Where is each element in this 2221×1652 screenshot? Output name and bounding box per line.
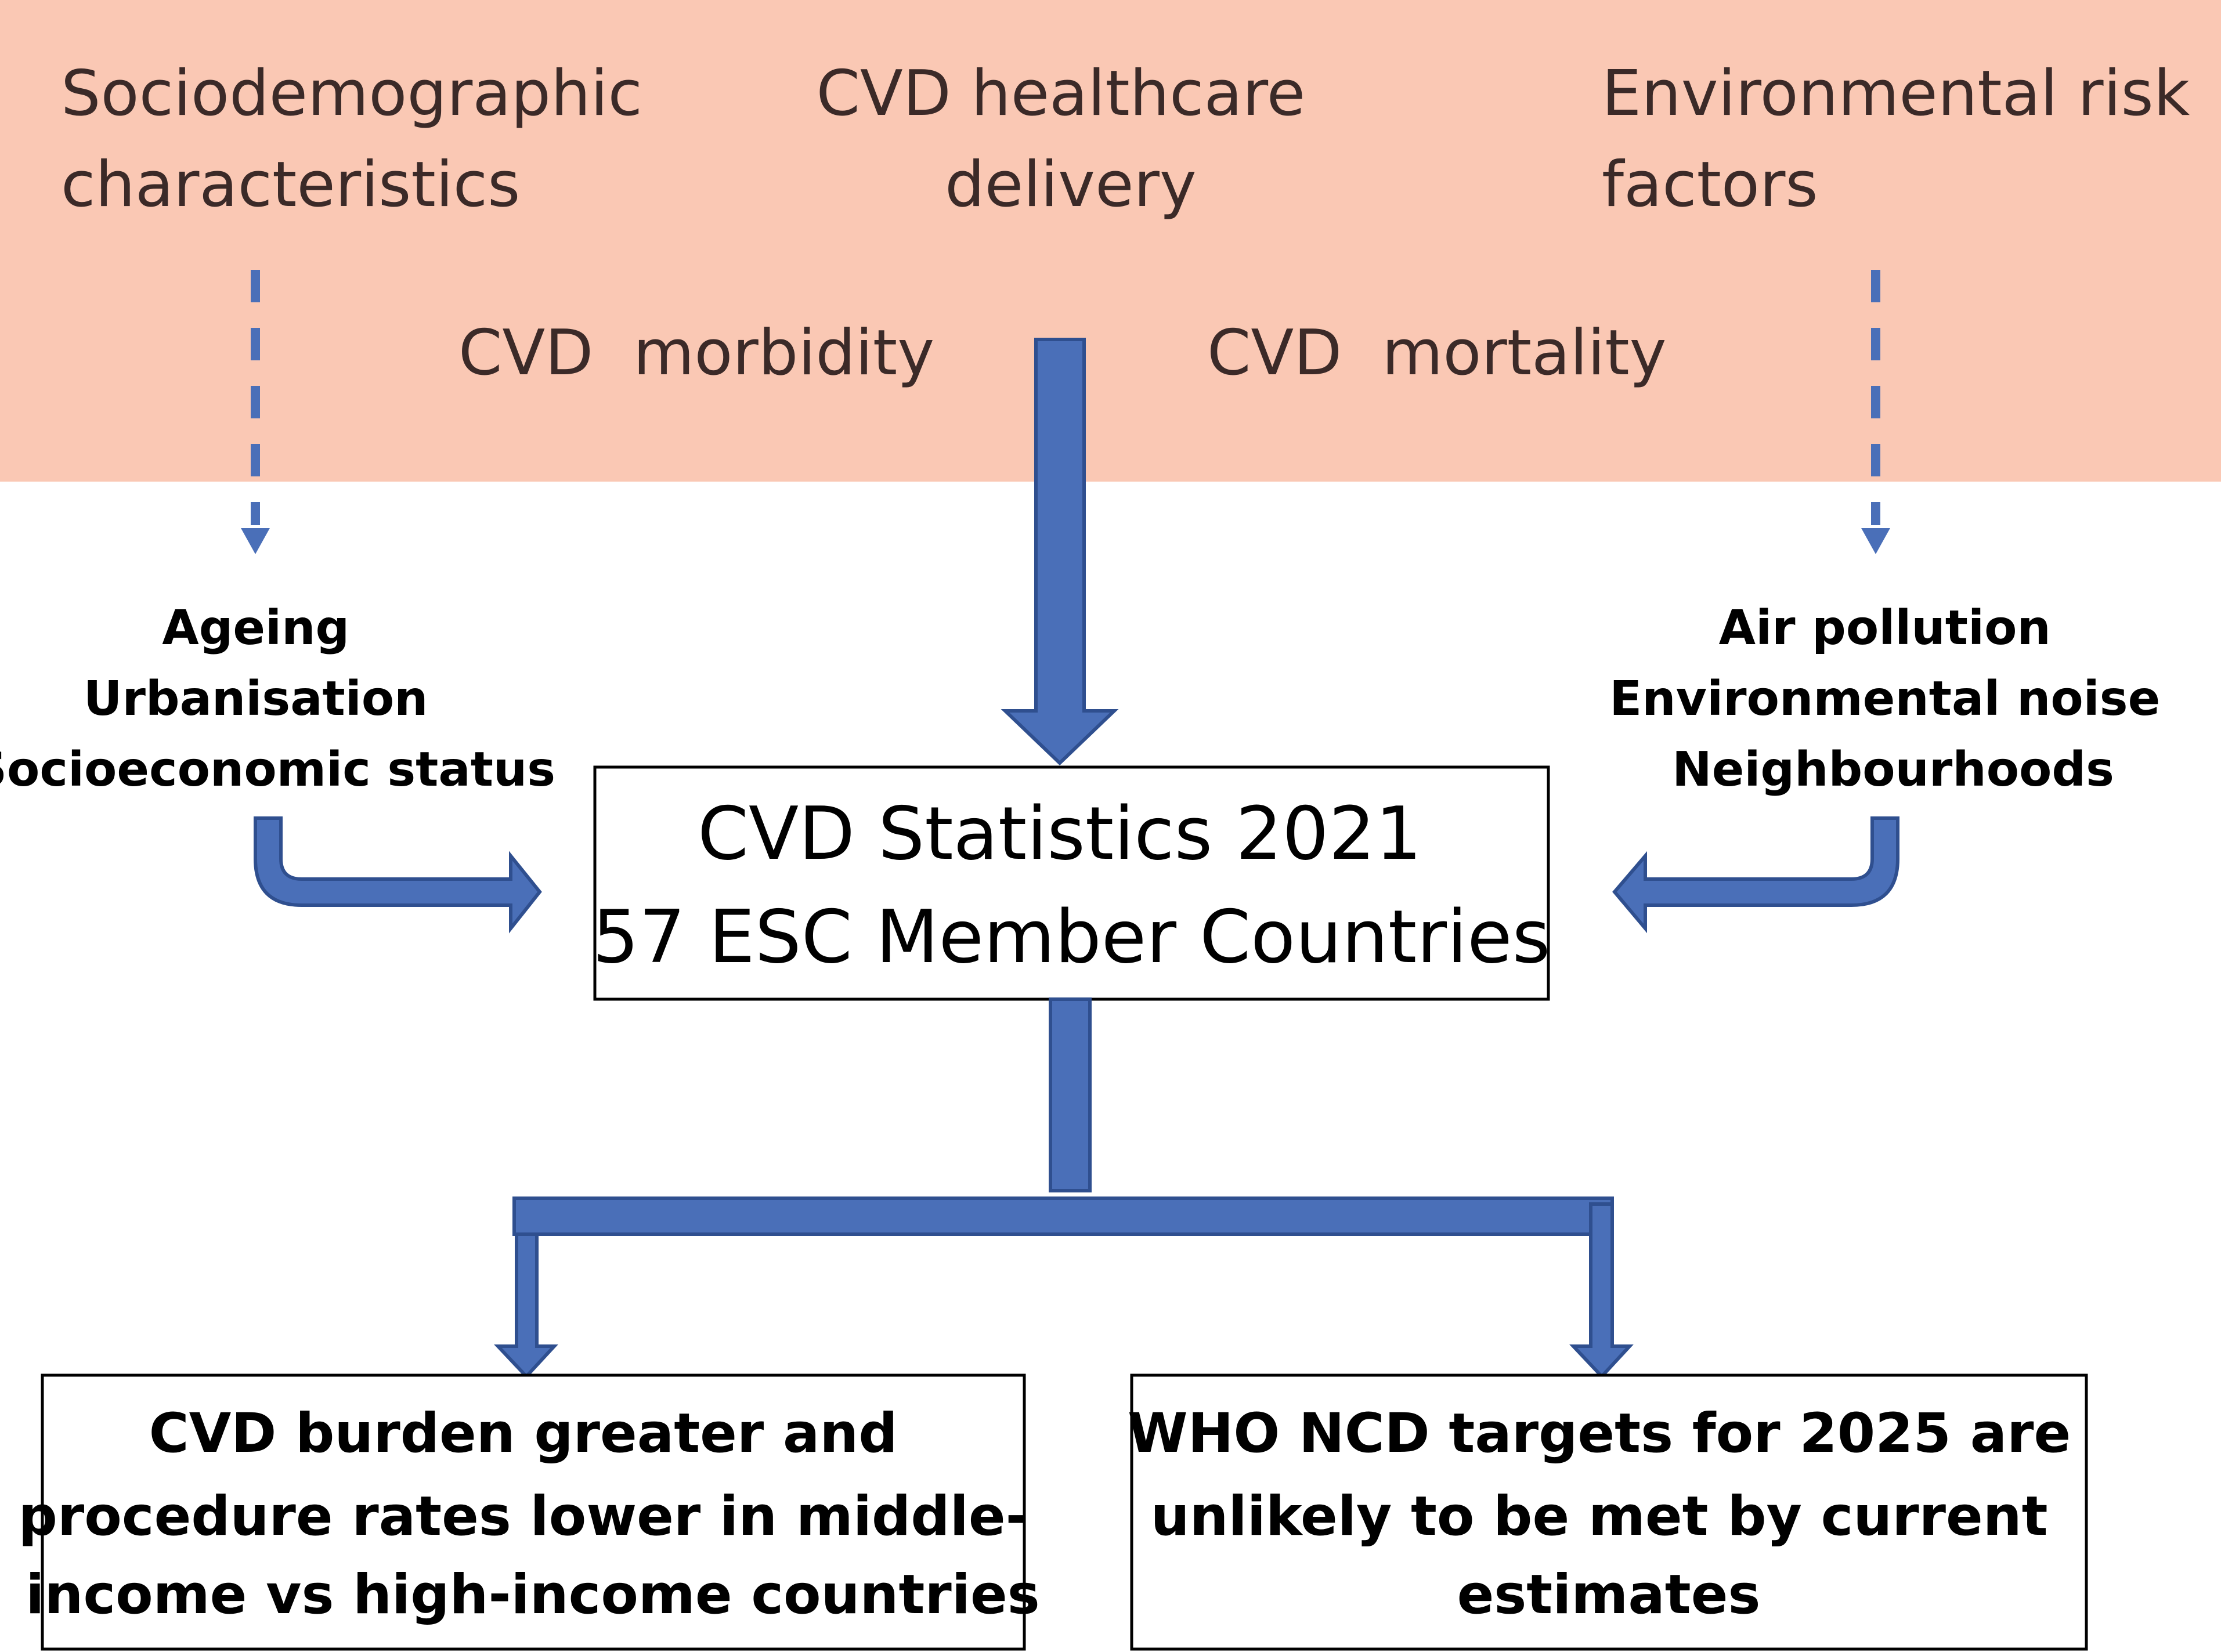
block-arrow-icon xyxy=(494,1232,558,1379)
left-outcome-text: CVD burden greater and procedure rates l… xyxy=(19,1402,1048,1626)
connector-bar xyxy=(512,1196,1614,1236)
dashed-arrow-down-icon xyxy=(1861,270,1890,554)
left-factors-list: Ageing Urbanisation Socioeconomic status xyxy=(0,601,555,797)
block-arrow-icon xyxy=(1001,338,1119,766)
connector-stem xyxy=(1049,997,1092,1192)
right-factors-list: Air pollution Environmental noise Neighb… xyxy=(1609,601,2177,797)
header-band xyxy=(0,0,2221,482)
environmental-heading: Environmental risk factors xyxy=(1602,57,2210,221)
healthcare-delivery-heading: CVD healthcare delivery xyxy=(816,57,1325,221)
sociodemographic-heading: Sociodemographic characteristics xyxy=(61,57,662,221)
bent-arrow-icon xyxy=(254,816,542,934)
center-statistics-text: CVD Statistics 2021 57 ESC Member Countr… xyxy=(593,791,1551,979)
dashed-arrow-down-icon xyxy=(241,270,270,554)
mortality-label: CVD mortality xyxy=(1207,317,1667,389)
block-arrow-icon xyxy=(1569,1202,1634,1379)
right-outcome-text: WHO NCD targets for 2025 are unlikely to… xyxy=(1128,1402,2090,1626)
right-outcome-box xyxy=(1130,1373,2088,1651)
left-outcome-box xyxy=(41,1373,1026,1651)
bent-arrow-icon xyxy=(1612,816,1899,934)
center-statistics-box xyxy=(593,765,1550,1001)
morbidity-label: CVD morbidity xyxy=(458,317,934,389)
